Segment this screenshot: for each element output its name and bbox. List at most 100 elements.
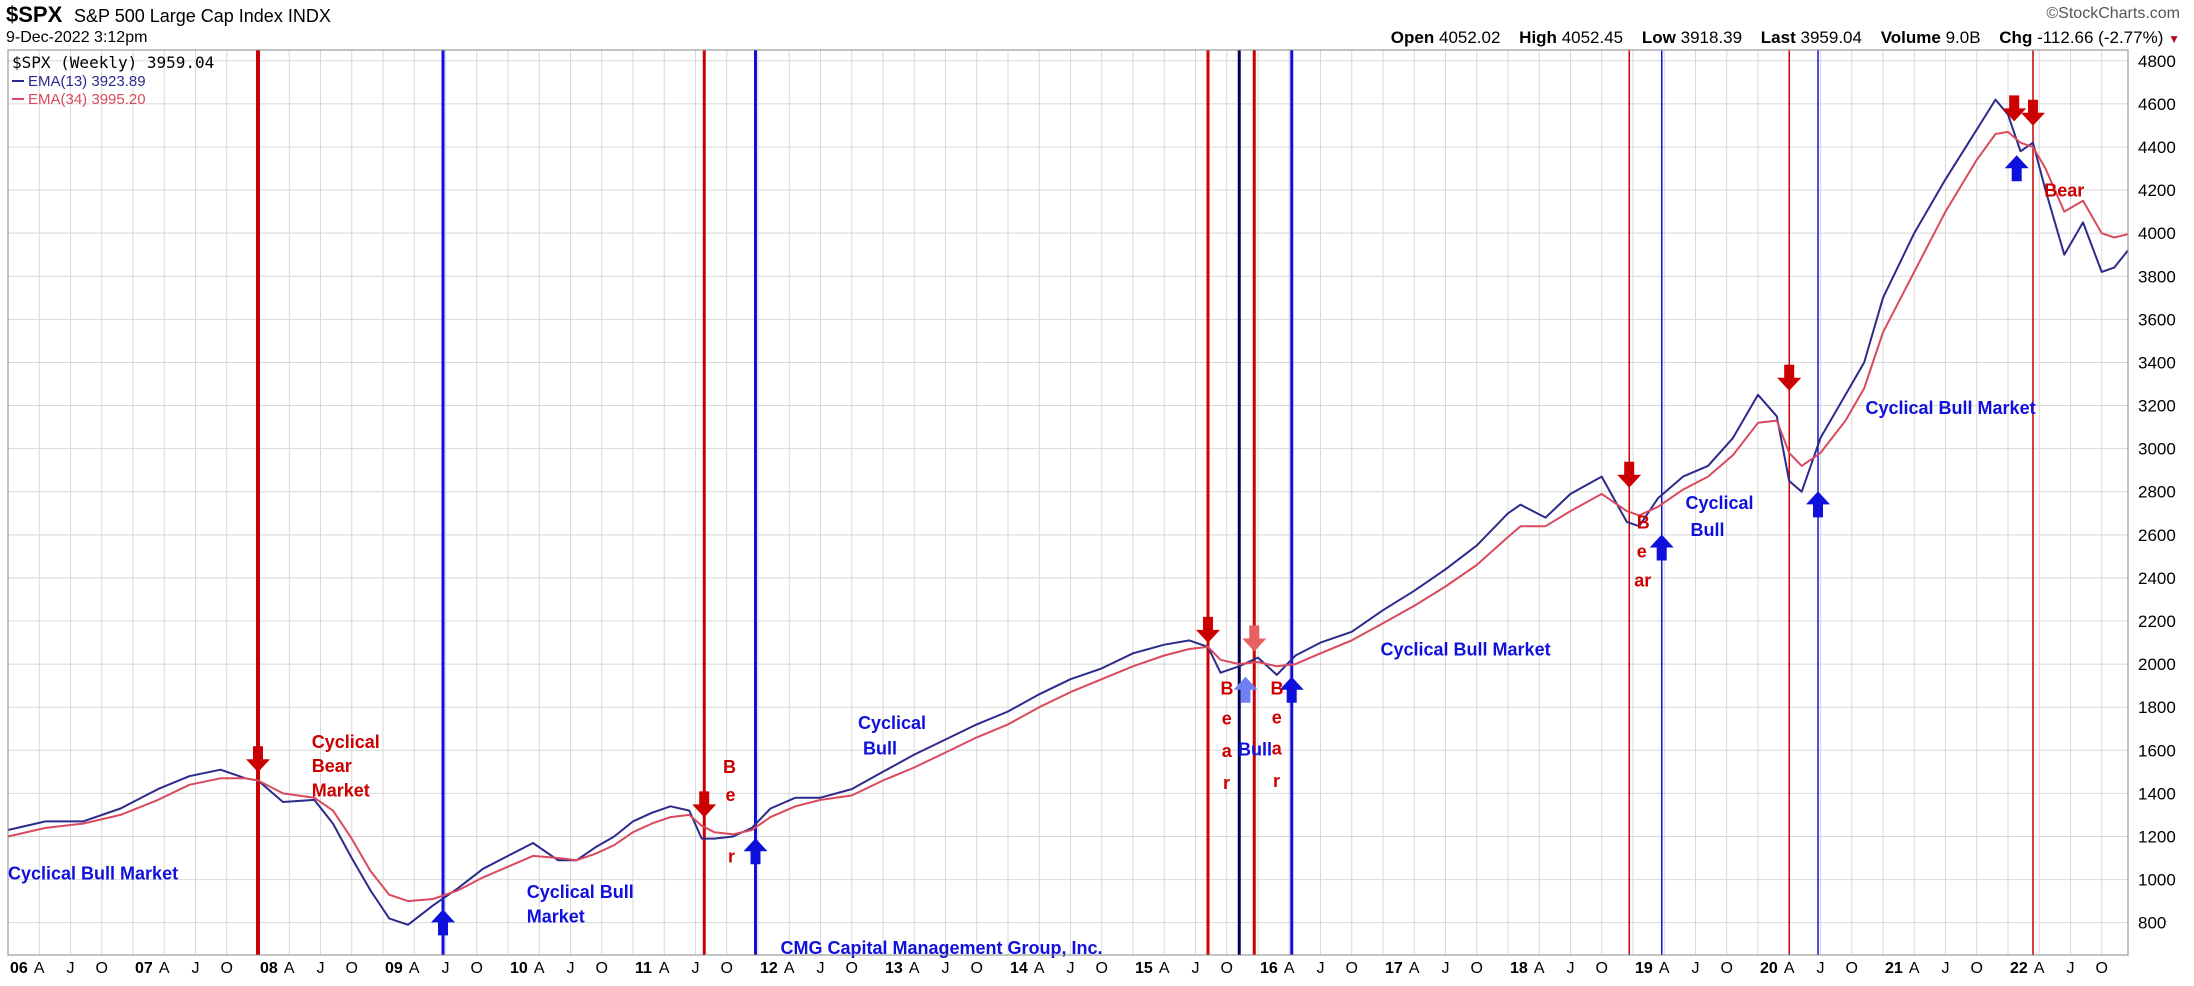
- x-tick-label: O: [1846, 960, 1858, 977]
- index-title: S&P 500 Large Cap Index: [74, 6, 283, 26]
- open-label: Open: [1390, 28, 1435, 47]
- x-tick-label: O: [1096, 960, 1108, 977]
- high-label: High: [1519, 28, 1557, 47]
- x-tick-label: A: [409, 960, 420, 977]
- y-tick-label: 2600: [2138, 526, 2176, 545]
- sell-arrow: [1617, 461, 1642, 488]
- x-tick-label: J: [1067, 960, 1075, 977]
- buy-arrow: [743, 838, 768, 865]
- x-tick-label: 17: [1385, 960, 1403, 977]
- y-tick-label: 2200: [2138, 612, 2176, 631]
- x-tick-label: J: [1567, 960, 1575, 977]
- x-tick-label: 22: [2010, 960, 2028, 977]
- x-tick-label: 21: [1885, 960, 1903, 977]
- y-tick-label: 1400: [2138, 784, 2176, 803]
- exchange-code: INDX: [287, 6, 331, 26]
- annotation-label: a: [1222, 741, 1233, 761]
- buy-arrow: [1233, 676, 1258, 703]
- x-tick-label: 12: [760, 960, 778, 977]
- y-tick-label: 3600: [2138, 310, 2176, 329]
- y-tick-label: 4400: [2138, 138, 2176, 157]
- annotation-label: B: [1221, 678, 1234, 698]
- sell-arrow: [692, 791, 717, 818]
- x-tick-label: A: [1284, 960, 1295, 977]
- annotation-label: e: [1222, 708, 1232, 728]
- series-lines: [7, 98, 2129, 926]
- y-tick-label: 3200: [2138, 397, 2176, 416]
- x-tick-label: J: [1317, 960, 1325, 977]
- y-tick-label: 4200: [2138, 181, 2176, 200]
- x-tick-label: J: [1692, 960, 1700, 977]
- x-tick-label: A: [159, 960, 170, 977]
- annotation-label: B: [723, 757, 736, 777]
- x-tick-label: A: [534, 960, 545, 977]
- annotation-label: a: [1272, 739, 1283, 759]
- y-tick-label: 800: [2138, 914, 2166, 933]
- signal-lines: [256, 50, 2034, 955]
- annotation-label: e: [1272, 707, 1282, 727]
- y-tick-label: 2800: [2138, 483, 2176, 502]
- index-name: S&P 500 Large Cap Index INDX: [74, 6, 331, 27]
- annotation-label: r: [728, 846, 735, 866]
- y-tick-label: 3000: [2138, 440, 2176, 459]
- plot-frame: [7, 49, 2129, 956]
- x-tick-label: J: [942, 960, 950, 977]
- annotation-label: B: [1271, 678, 1284, 698]
- x-tick-label: O: [221, 960, 233, 977]
- y-tick-label: 1800: [2138, 698, 2176, 717]
- x-tick-label: O: [1721, 960, 1733, 977]
- x-tick-label: A: [1784, 960, 1795, 977]
- chg-down-icon: ▼: [2168, 32, 2180, 46]
- high-value: 4052.45: [1561, 28, 1624, 47]
- x-tick-label: 15: [1135, 960, 1153, 977]
- x-tick-label: 19: [1635, 960, 1653, 977]
- x-tick-label: A: [2034, 960, 2045, 977]
- annotation-label: Cyclical Bull Market: [1381, 639, 1551, 659]
- x-tick-label: 14: [1010, 960, 1028, 977]
- x-tick-label: A: [784, 960, 795, 977]
- series-line: [7, 130, 2129, 903]
- x-tick-label: O: [971, 960, 983, 977]
- legend-entry: EMA(13) 3923.89: [28, 73, 146, 90]
- x-tick-label: A: [1909, 960, 1920, 977]
- x-tick-label: O: [1471, 960, 1483, 977]
- annotation-label: Cyclical Bull: [527, 882, 634, 902]
- signal-arrows: [246, 95, 2045, 936]
- x-tick-label: A: [1034, 960, 1045, 977]
- x-tick-label: O: [1596, 960, 1608, 977]
- x-axis: 06 A J O 07 A J O 08 A J O 09 A J O 10 A J O 11 A J O 12 A J O 13 A J O…: [10, 960, 2108, 977]
- x-tick-label: A: [1659, 960, 1670, 977]
- buy-arrow: [1649, 534, 1674, 561]
- x-tick-label: O: [846, 960, 858, 977]
- annotation-label: Cyclical: [312, 732, 380, 752]
- sell-arrow: [1777, 364, 1802, 391]
- y-tick-label: 1000: [2138, 871, 2176, 890]
- chg-label: Chg: [1999, 28, 2033, 47]
- x-tick-label: A: [1159, 960, 1170, 977]
- sell-arrow: [1196, 616, 1220, 643]
- volume-label: Volume: [1880, 28, 1941, 47]
- brand-watermark[interactable]: ©StockCharts.com: [2046, 5, 2180, 22]
- x-tick-label: 20: [1760, 960, 1778, 977]
- x-tick-label: 06: [10, 960, 28, 977]
- x-tick-label: 08: [260, 960, 278, 977]
- last-value: 3959.04: [1800, 28, 1862, 47]
- y-tick-label: 1600: [2138, 741, 2176, 760]
- y-tick-label: 4600: [2138, 95, 2176, 114]
- quote-bar: Open 4052.02 High 4052.45 Low 3918.39 La…: [1391, 28, 2180, 48]
- x-tick-label: 18: [1510, 960, 1528, 977]
- annotation-label: e: [726, 785, 736, 805]
- sell-arrow: [1242, 625, 1267, 652]
- x-tick-label: O: [471, 960, 483, 977]
- x-tick-label: J: [1942, 960, 1950, 977]
- sell-arrow: [2002, 95, 2027, 122]
- x-tick-label: J: [1817, 960, 1825, 977]
- buy-arrow: [2004, 155, 2029, 182]
- x-tick-label: O: [596, 960, 608, 977]
- annotation-label: r: [1273, 771, 1280, 791]
- annotation-label: Bear: [312, 756, 352, 776]
- chg-value: -112.66 (-2.77%): [2037, 28, 2164, 47]
- annotation-label: Cyclical Bull Market: [8, 864, 178, 884]
- x-tick-label: 11: [635, 960, 652, 977]
- annotations: Cyclical Bull MarketCyclicalBearMarketCy…: [8, 181, 2084, 958]
